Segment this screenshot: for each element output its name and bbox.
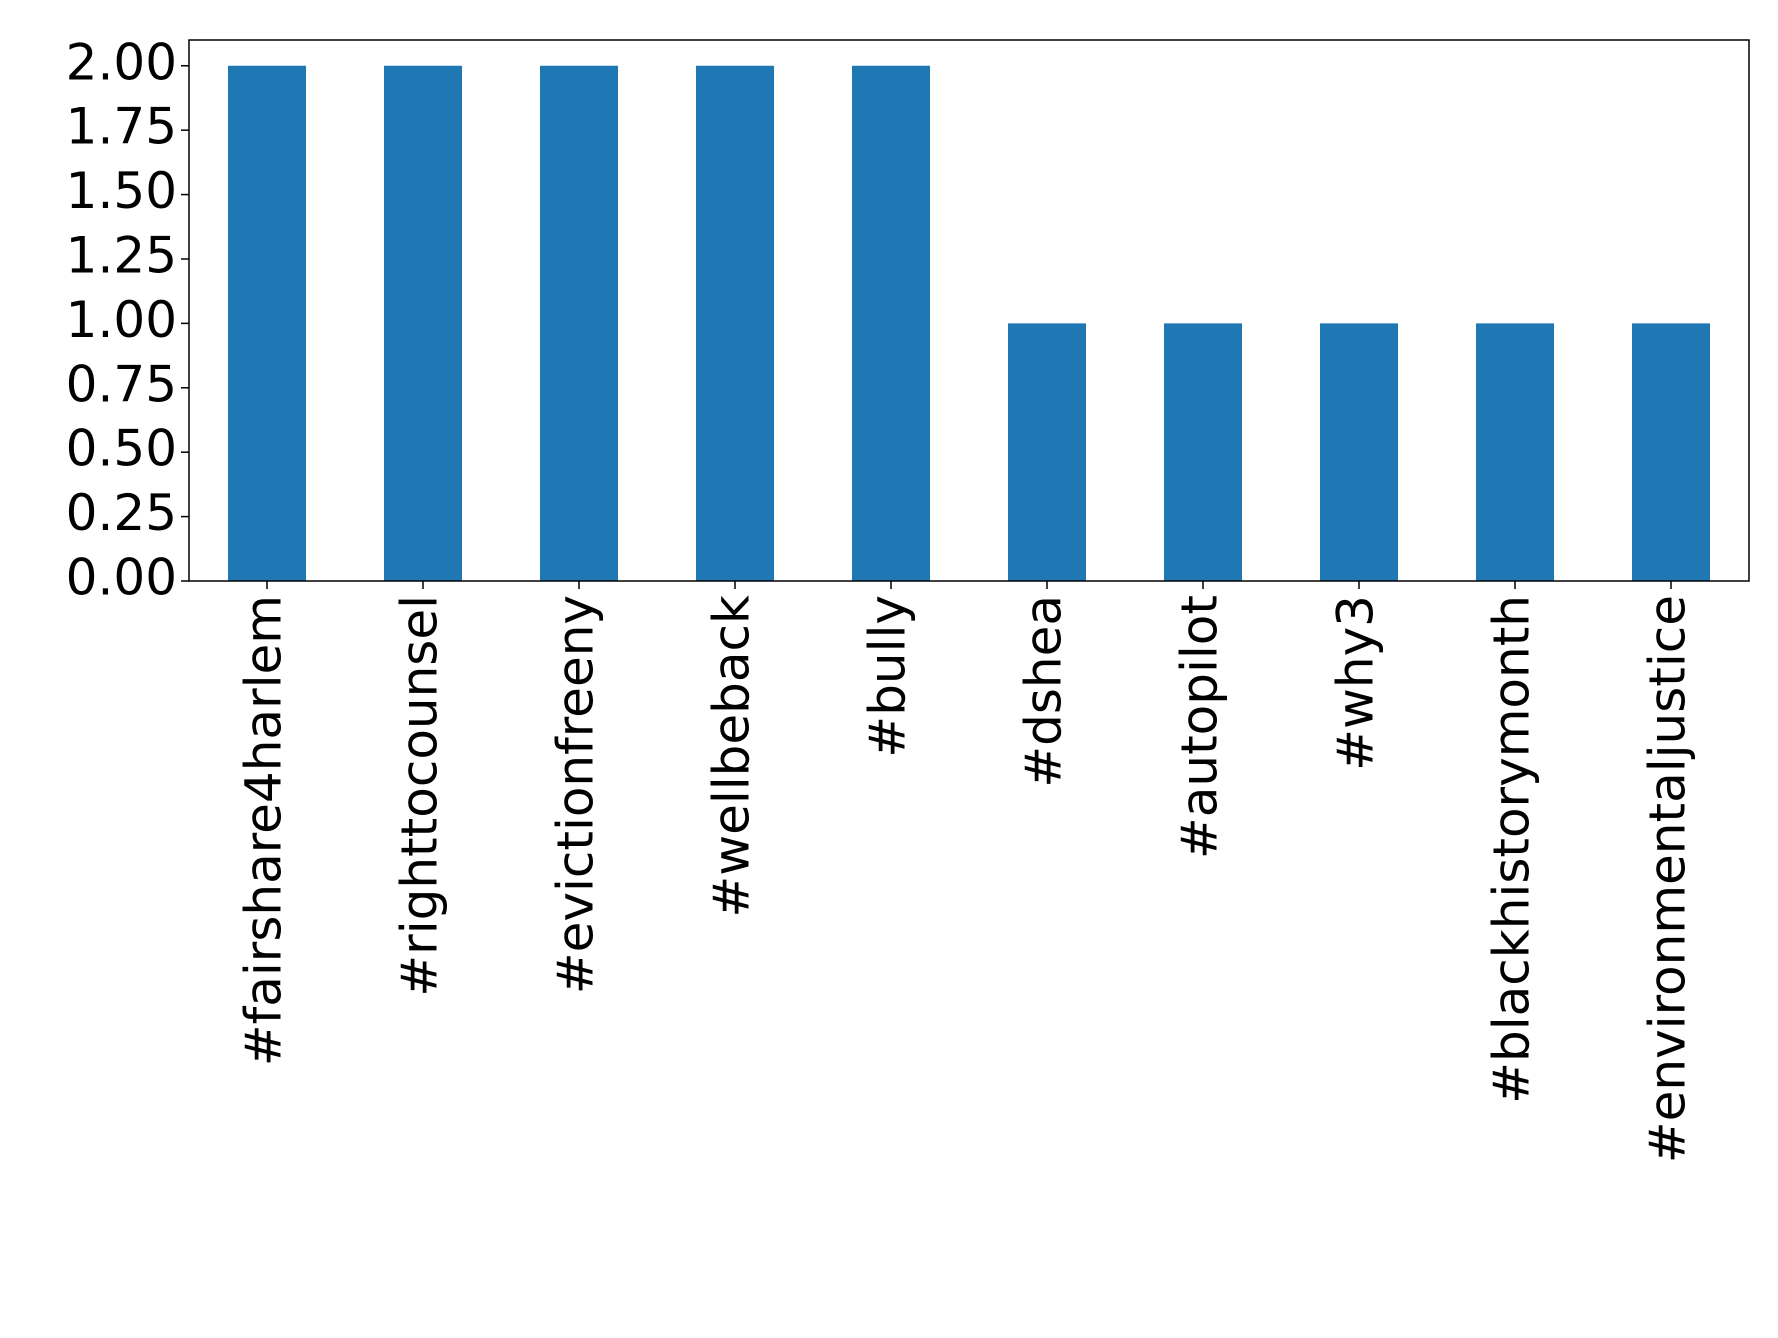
x-tick-label: #environmentaljustice [1639, 595, 1697, 1163]
bar [1632, 323, 1710, 581]
bar [1320, 323, 1398, 581]
y-tick-label: 0.25 [66, 484, 177, 542]
bar [1476, 323, 1554, 581]
bar [540, 65, 618, 581]
y-tick-label: 1.25 [66, 226, 177, 284]
x-tick-label: #dshea [1015, 595, 1073, 788]
y-tick-label: 0.50 [66, 420, 177, 478]
bar [1164, 323, 1242, 581]
x-tick-label: #blackhistorymonth [1483, 595, 1541, 1104]
x-tick-label: #fairshare4harlem [235, 595, 293, 1066]
plot-frame [188, 39, 1750, 582]
y-tick-label: 2.00 [66, 33, 177, 91]
y-tick-label: 1.00 [66, 291, 177, 349]
y-tick-label: 1.50 [66, 162, 177, 220]
bar [228, 65, 306, 581]
y-tick-label: 0.00 [66, 549, 177, 607]
x-tick-label: #evictionfreeny [547, 595, 605, 994]
y-tick-label: 0.75 [66, 355, 177, 413]
x-tick-label: #bully [859, 595, 917, 758]
x-tick-label: #righttocounsel [391, 595, 449, 997]
bar [1008, 323, 1086, 581]
bar [384, 65, 462, 581]
x-tick-label: #why3 [1327, 595, 1385, 771]
x-tick-label: #wellbeback [703, 595, 761, 918]
bar [696, 65, 774, 581]
bar [852, 65, 930, 581]
y-tick-label: 1.75 [66, 98, 177, 156]
x-tick-label: #autopilot [1171, 595, 1229, 859]
